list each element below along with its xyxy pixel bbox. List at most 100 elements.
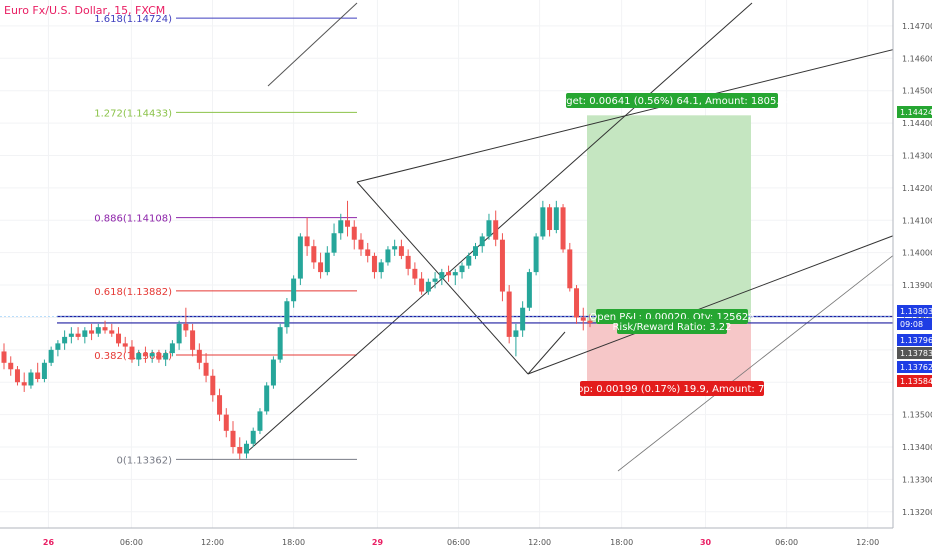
candle-body: [35, 372, 41, 379]
candle-body: [169, 343, 175, 354]
candle-body: [425, 281, 431, 292]
position-zones: [587, 115, 751, 388]
trend-line: [246, 2, 753, 453]
candle-body: [21, 382, 27, 386]
candle-body: [149, 353, 155, 357]
candle-body: [499, 239, 505, 292]
candle-body: [223, 414, 229, 431]
candle-body: [398, 246, 404, 256]
price-label-box: [897, 318, 932, 330]
candle-body: [109, 330, 115, 334]
candle-body: [513, 330, 519, 337]
price-label-box: [897, 347, 932, 359]
price-tick-label: 1.13400: [902, 443, 932, 452]
price-label-box: [897, 361, 932, 373]
candle-body: [163, 353, 169, 360]
candle-body: [520, 307, 526, 331]
candle-body: [405, 255, 411, 269]
candle-body: [243, 443, 249, 454]
price-label: 1.13803: [900, 307, 932, 316]
price-axis[interactable]: 1.14700 1.14600 1.14500 1.14400 1.14300 1.142…: [892, 0, 932, 550]
candle-body: [1, 351, 7, 363]
candle-body: [311, 246, 317, 263]
price-label-box: [897, 375, 932, 387]
price-tick-label: 1.13900: [902, 281, 932, 290]
stop-label: Stop: 0.00199 (0.17%) 19.9, Amount: 750: [567, 384, 777, 395]
candle-body: [304, 236, 310, 247]
time-tick-label: 06:00: [447, 538, 470, 547]
drawing-lines[interactable]: [246, 2, 932, 472]
candle-body: [183, 323, 189, 331]
candle-body: [129, 346, 135, 360]
candle-body: [466, 255, 472, 266]
candle-body: [567, 249, 573, 289]
candle-body: [8, 362, 14, 370]
candle-body: [526, 272, 532, 308]
price-tick-label: 1.14300: [902, 151, 932, 160]
time-tick-label: 18:00: [610, 538, 633, 547]
candle-body: [95, 327, 101, 334]
chart-grid: [0, 0, 893, 528]
rr-label: Risk/Reward Ratio: 3.22: [612, 322, 731, 333]
price-label: 1.13762: [900, 363, 932, 372]
candle-body: [533, 236, 539, 273]
candle-body: [479, 236, 485, 247]
pnl-label: Open P&L: 0.00020, Qty: 125628: [589, 312, 754, 323]
position-labels[interactable]: Target: 0.00641 (0.56%) 64.1, Amount: 18…: [551, 93, 793, 396]
trend-line: [356, 39, 932, 183]
candle-body: [432, 278, 438, 282]
candle-body: [291, 278, 297, 302]
candle-body: [553, 207, 559, 230]
price-axis-bg: [893, 0, 932, 550]
candle-body: [237, 447, 243, 454]
price-tick-label: 1.13800: [902, 313, 932, 322]
time-tick-label: 26: [43, 538, 55, 547]
price-label: 1.13584: [900, 377, 932, 386]
candle-body: [560, 207, 566, 250]
candle-body: [365, 249, 371, 256]
candle-body: [156, 353, 162, 360]
candle-body: [540, 207, 546, 237]
candle-body: [392, 246, 398, 250]
candle-body: [230, 430, 236, 448]
time-tick-label: 29: [372, 538, 384, 547]
time-tick-label: 30: [700, 538, 712, 547]
time-tick-label: 06:00: [775, 538, 798, 547]
stop-label-box: [580, 381, 764, 396]
trend-line: [527, 220, 932, 375]
candle-body: [41, 362, 47, 379]
price-tick-label: 1.14000: [902, 249, 932, 258]
price-label-box: [897, 305, 932, 317]
candle-body: [176, 323, 182, 344]
candle-body: [116, 333, 122, 344]
fib-level-label: 0.618(1.13882): [94, 287, 172, 298]
price-tick-label: 1.14500: [902, 87, 932, 96]
candle-body: [75, 333, 81, 337]
candle-body: [439, 272, 445, 279]
price-label: 1.14424: [900, 108, 932, 117]
candle-body: [419, 278, 425, 292]
time-tick-label: 12:00: [201, 538, 224, 547]
fibonacci-levels[interactable]: 1.618(1.14724) 1.272(1.14433) 0.886(1.1410…: [94, 14, 357, 466]
time-tick-label: 06:00: [120, 538, 143, 547]
price-label: 09:08: [900, 320, 923, 329]
candle-body: [587, 320, 593, 323]
candle-body: [48, 349, 54, 363]
candle-body: [324, 252, 330, 273]
candle-body: [574, 288, 580, 318]
candle-body: [318, 262, 324, 273]
fib-level-label: 1.272(1.14433): [94, 108, 172, 119]
candle-body: [351, 226, 357, 240]
price-tick-label: 1.13500: [902, 411, 932, 420]
candle-body: [446, 272, 452, 276]
candle-body: [493, 220, 499, 240]
price-tick-label: 1.14400: [902, 119, 932, 128]
price-label: 1.13796: [900, 336, 932, 345]
price-tick-label: 1.14200: [902, 184, 932, 193]
candle-body: [68, 333, 74, 337]
candle-body: [580, 317, 586, 321]
candle-body: [55, 343, 61, 350]
candle-body: [412, 268, 418, 279]
time-axis[interactable]: 26 06:00 12:00 18:00 29 06:00 12:00 18:00 30 06:0…: [0, 527, 932, 550]
